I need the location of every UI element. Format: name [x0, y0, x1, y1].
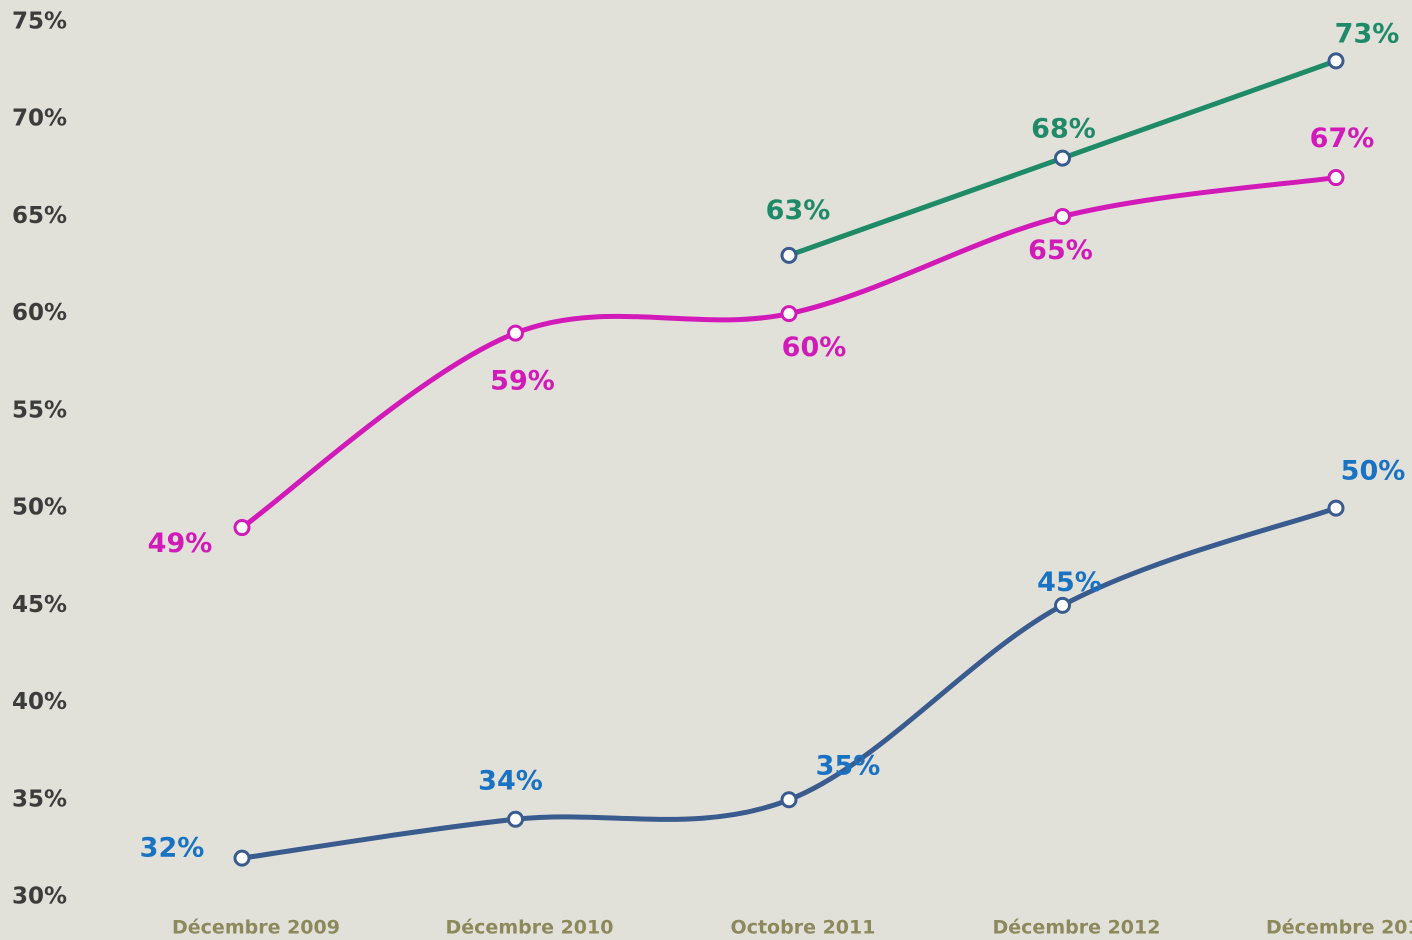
marker: [1327, 499, 1345, 517]
y-tick-label: 70%: [12, 106, 67, 132]
x-tick-label: Décembre 2010: [446, 917, 614, 939]
marker: [1327, 52, 1345, 70]
marker: [1054, 207, 1071, 225]
data-label: 35%: [816, 750, 881, 781]
x-tick-label: Octobre 2011: [731, 917, 876, 939]
data-label: 68%: [1031, 114, 1096, 145]
data-label: 59%: [490, 366, 555, 397]
y-tick-label: 50%: [12, 495, 67, 521]
marker: [507, 810, 524, 828]
marker: [507, 324, 524, 342]
data-label: 60%: [782, 332, 847, 363]
data-label: 73%: [1335, 18, 1400, 49]
y-tick-label: 35%: [12, 786, 67, 812]
x-tick-label: Décembre 2013: [1266, 917, 1412, 939]
marker: [1327, 169, 1345, 187]
data-label: 34%: [478, 766, 543, 797]
marker: [233, 519, 251, 537]
data-label: 67%: [1310, 123, 1375, 154]
data-label: 32%: [140, 833, 205, 864]
marker: [780, 246, 798, 264]
marker: [780, 791, 798, 809]
y-tick-label: 55%: [12, 397, 67, 423]
marker: [1054, 149, 1071, 167]
y-tick-label: 75%: [12, 9, 67, 35]
y-tick-label: 65%: [12, 203, 67, 229]
y-tick-label: 45%: [12, 592, 67, 618]
y-tick-label: 60%: [12, 300, 67, 326]
marker: [780, 305, 798, 323]
y-tick-label: 40%: [12, 689, 67, 715]
marker: [1054, 596, 1071, 614]
y-tick-label: 30%: [12, 884, 67, 910]
data-label: 45%: [1037, 567, 1102, 598]
x-tick-label: Décembre 2012: [993, 917, 1161, 939]
data-label: 49%: [148, 528, 213, 559]
data-label: 63%: [766, 195, 831, 226]
x-tick-label: Décembre 2009: [172, 917, 340, 939]
data-label: 50%: [1341, 456, 1406, 487]
marker: [233, 849, 251, 867]
data-label: 65%: [1028, 235, 1093, 266]
